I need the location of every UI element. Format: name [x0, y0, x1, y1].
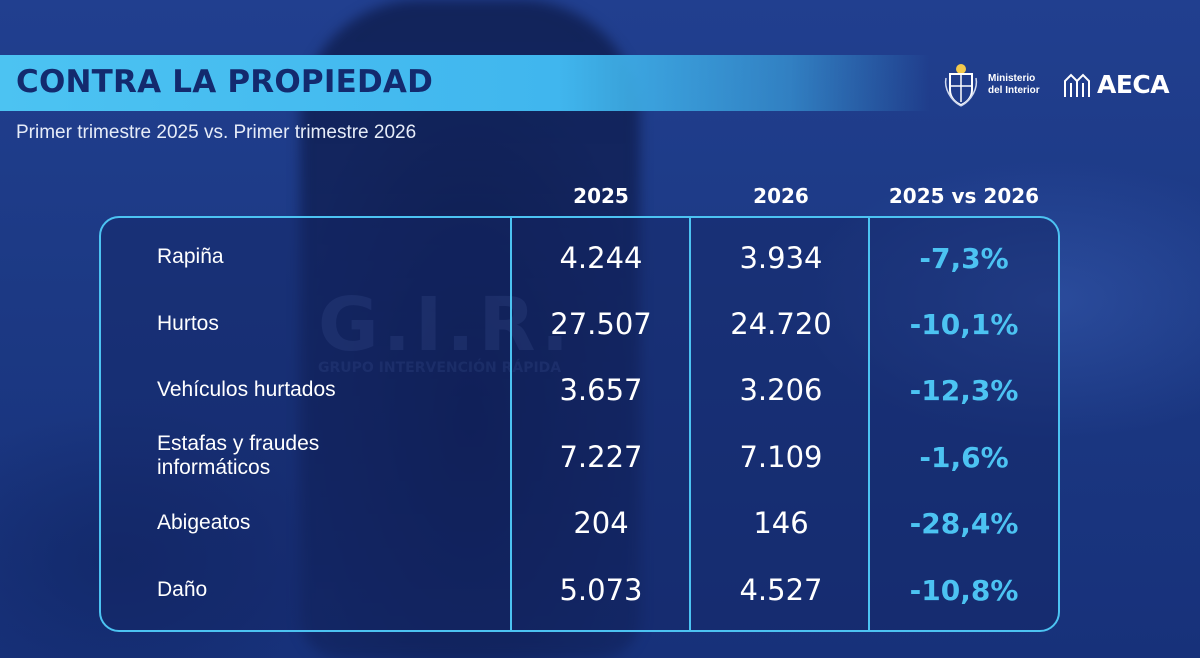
cell-hurtos-2025: 27.507	[550, 307, 652, 341]
cell-abigeatos-2026: 146	[753, 506, 809, 540]
cell-hurtos-2026: 24.720	[730, 307, 832, 341]
ministry-name-line2: del Interior	[988, 85, 1040, 96]
background-vest-subtext: GRUPO INTERVENCIÓN RÁPIDA	[318, 360, 562, 376]
cell-estafas-2025: 7.227	[559, 440, 643, 474]
cell-rapina-change: -7,3%	[919, 242, 1009, 275]
cell-hurtos-change: -10,1%	[909, 308, 1019, 341]
aeca-wordmark: AECA	[1097, 70, 1170, 99]
background-vest-text: G.I.R.	[318, 282, 573, 368]
cell-vehiculos-2026: 3.206	[739, 373, 823, 407]
column-divider	[689, 216, 691, 632]
row-label-dano: Daño	[157, 578, 208, 601]
cell-abigeatos-change: -28,4%	[909, 507, 1019, 540]
cell-abigeatos-2025: 204	[573, 506, 629, 540]
title-band	[0, 55, 930, 111]
column-header-2026: 2026	[753, 184, 809, 208]
row-label-estafas-line2: informáticos	[157, 456, 271, 479]
cell-rapina-2026: 3.934	[739, 241, 823, 275]
column-divider	[868, 216, 870, 632]
ministry-logo: Ministerio del Interior	[942, 62, 1040, 108]
cell-dano-2026: 4.527	[739, 573, 823, 607]
cell-dano-2025: 5.073	[559, 573, 643, 607]
cell-dano-change: -10,8%	[909, 574, 1019, 607]
column-header-2025: 2025	[573, 184, 629, 208]
row-label-estafas-line1: Estafas y fraudes	[157, 432, 320, 455]
cell-estafas-change: -1,6%	[919, 441, 1009, 474]
ministry-name: Ministerio del Interior	[988, 73, 1040, 97]
column-divider	[510, 216, 512, 632]
cell-vehiculos-change: -12,3%	[909, 374, 1019, 407]
row-label-abigeatos: Abigeatos	[157, 511, 251, 534]
coat-of-arms-icon	[944, 64, 978, 107]
aeca-building-icon	[1064, 73, 1090, 97]
row-label-hurtos: Hurtos	[157, 312, 219, 335]
row-label-vehiculos-hurtados: Vehículos hurtados	[157, 378, 336, 401]
cell-rapina-2025: 4.244	[559, 241, 643, 275]
page-title: CONTRA LA PROPIEDAD	[16, 64, 434, 100]
data-table	[99, 216, 1060, 632]
cell-vehiculos-2025: 3.657	[559, 373, 643, 407]
column-header-comparison: 2025 vs 2026	[888, 184, 1040, 208]
row-label-estafas: Estafas y fraudes informáticos	[157, 432, 319, 480]
page-subtitle: Primer trimestre 2025 vs. Primer trimest…	[16, 122, 417, 143]
cell-estafas-2026: 7.109	[739, 440, 823, 474]
row-label-rapina: Rapiña	[157, 245, 224, 268]
ministry-name-line1: Ministerio	[988, 73, 1036, 84]
aeca-logo: AECA	[1063, 70, 1170, 99]
